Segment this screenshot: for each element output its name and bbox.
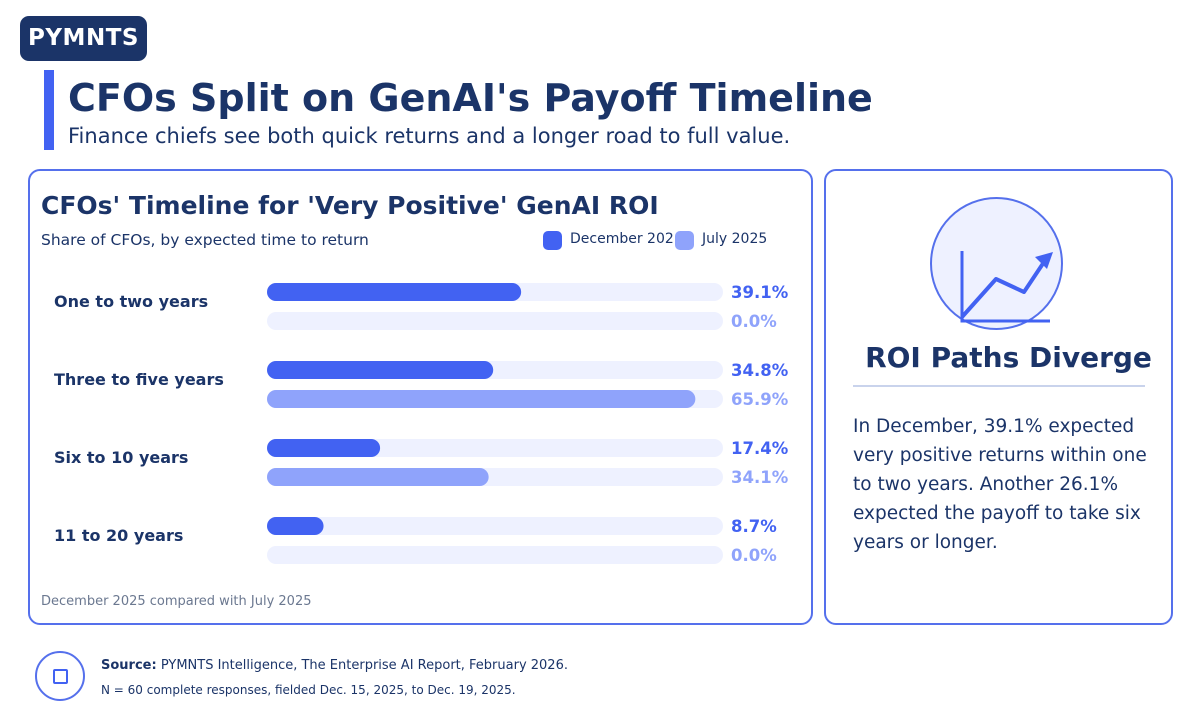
insight-divider <box>853 385 1145 387</box>
source-text: PYMNTS Intelligence, The Enterprise AI R… <box>160 658 568 673</box>
source-icon-circle <box>35 651 85 701</box>
insight-card: ROI Paths Diverge In December, 39.1% exp… <box>824 169 1173 625</box>
title-accent-bar <box>44 70 54 150</box>
category-label: 11 to 20 years <box>54 526 183 545</box>
source-label: Source: <box>101 658 157 673</box>
value-label: 65.9% <box>731 390 789 409</box>
category-label: One to two years <box>54 292 208 311</box>
trend-chart-icon <box>930 197 1063 330</box>
bar-track <box>267 439 723 457</box>
value-label: 34.8% <box>731 361 789 380</box>
bar <box>267 517 324 535</box>
category-label: Six to 10 years <box>54 448 188 467</box>
pymnts-logo[interactable]: PYMNTS <box>20 16 147 61</box>
source-line: Source: PYMNTS Intelligence, The Enterpr… <box>101 658 568 673</box>
value-label: 0.0% <box>731 312 777 331</box>
bar-track <box>267 312 723 330</box>
value-label: 34.1% <box>731 468 789 487</box>
value-label: 17.4% <box>731 439 789 458</box>
legend-swatch-july <box>675 231 694 250</box>
value-label: 8.7% <box>731 517 777 536</box>
value-label: 39.1% <box>731 283 789 302</box>
page-title: CFOs Split on GenAI's Payoff Timeline <box>68 76 873 120</box>
page-subtitle: Finance chiefs see both quick returns an… <box>68 124 791 148</box>
chart-legend: December 202 July 2025 <box>543 229 805 255</box>
bar <box>267 439 381 457</box>
chart-subtitle: Share of CFOs, by expected time to retur… <box>41 231 369 249</box>
bar <box>267 283 522 301</box>
square-icon <box>53 669 68 684</box>
legend-swatch-december <box>543 231 562 250</box>
chart-footnote: December 2025 compared with July 2025 <box>41 594 312 609</box>
bar <box>267 361 494 379</box>
category-label: Three to five years <box>54 370 224 389</box>
insight-title: ROI Paths Diverge <box>865 341 1152 374</box>
source-note: N = 60 complete responses, fielded Dec. … <box>101 683 516 697</box>
chart-title: CFOs' Timeline for 'Very Positive' GenAI… <box>41 191 659 220</box>
bar-track <box>267 546 723 564</box>
insight-body: In December, 39.1% expected very positiv… <box>853 416 1147 553</box>
bar-chart: One to two years 39.1% 0.0% Three to five y… <box>54 283 789 565</box>
legend-label-december: December 202 <box>570 231 674 247</box>
chart-card: CFOs' Timeline for 'Very Positive' GenAI… <box>28 169 813 625</box>
legend-label-july: July 2025 <box>702 231 768 247</box>
bar-track <box>267 517 723 535</box>
legend-item-december: December 202 <box>543 229 675 255</box>
legend-item-july: July 2025 <box>675 229 785 255</box>
bar <box>267 468 489 486</box>
value-label: 0.0% <box>731 546 777 565</box>
bar <box>267 390 696 408</box>
